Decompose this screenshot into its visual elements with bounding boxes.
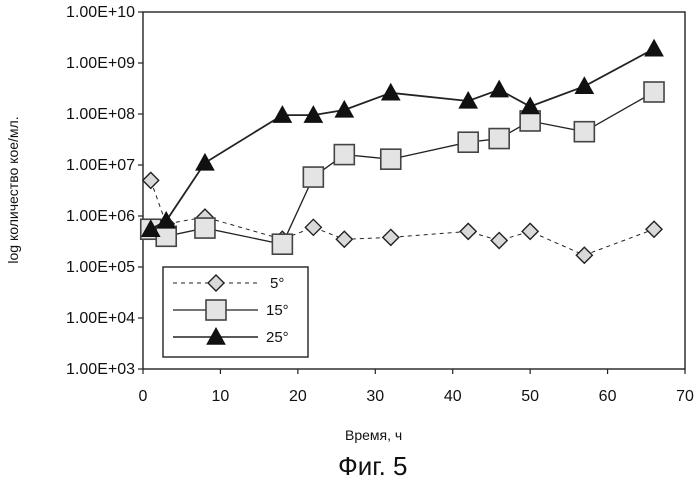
legend-label-25: 25° <box>266 329 289 346</box>
data-point-triangle <box>521 98 539 114</box>
data-point-square <box>574 122 594 142</box>
y-tick-label: 1.00E+07 <box>66 157 135 174</box>
x-axis-title: Время, ч <box>345 427 402 443</box>
data-point-diamond <box>491 233 507 249</box>
y-tick-label: 1.00E+09 <box>66 55 135 72</box>
x-tick-label: 60 <box>599 388 617 405</box>
figure-caption: Фиг. 5 <box>338 451 408 481</box>
data-point-diamond <box>336 231 352 247</box>
x-tick-label: 70 <box>676 388 694 405</box>
y-tick-label: 1.00E+08 <box>66 106 135 123</box>
data-point-square <box>489 129 509 149</box>
series-layer <box>141 40 664 263</box>
y-tick-label: 1.00E+10 <box>66 4 135 21</box>
data-point-diamond <box>576 247 592 263</box>
x-tick-label: 50 <box>521 388 539 405</box>
x-tick-label: 10 <box>212 388 230 405</box>
data-point-triangle <box>490 81 508 97</box>
y-tick-label: 1.00E+05 <box>66 259 135 276</box>
data-point-diamond <box>522 223 538 239</box>
data-point-diamond <box>460 223 476 239</box>
y-tick-label: 1.00E+06 <box>66 208 135 225</box>
data-point-diamond <box>383 229 399 245</box>
data-point-triangle <box>335 101 353 117</box>
legend-marker-square <box>206 300 226 320</box>
data-point-square <box>272 234 292 254</box>
data-point-square <box>195 218 215 238</box>
data-point-triangle <box>645 40 663 56</box>
data-point-square <box>644 82 664 102</box>
x-axis: 0 10 20 30 40 50 60 70 <box>139 369 694 405</box>
data-point-diamond <box>143 172 159 188</box>
data-point-diamond <box>305 219 321 235</box>
data-point-square <box>334 145 354 165</box>
legend-label-15: 15° <box>266 302 289 319</box>
legend-label-5: 5° <box>270 275 284 292</box>
x-tick-label: 30 <box>366 388 384 405</box>
data-point-square <box>303 167 323 187</box>
series-line <box>151 92 654 244</box>
data-point-square <box>381 149 401 169</box>
legend: 5° 15° 25° <box>163 267 308 357</box>
y-axis: 1.00E+03 1.00E+04 1.00E+05 1.00E+06 1.00E+07… <box>66 4 143 378</box>
y-tick-label: 1.00E+03 <box>66 361 135 378</box>
x-tick-label: 40 <box>444 388 462 405</box>
x-tick-label: 0 <box>139 388 148 405</box>
data-point-square <box>458 132 478 152</box>
data-point-diamond <box>646 221 662 237</box>
y-axis-title: log количество кое/мл. <box>5 116 21 263</box>
y-tick-label: 1.00E+04 <box>66 310 135 327</box>
data-point-triangle <box>196 154 214 170</box>
data-point-triangle <box>575 77 593 93</box>
series-line <box>151 180 654 255</box>
x-tick-label: 20 <box>289 388 307 405</box>
data-point-triangle <box>382 84 400 100</box>
